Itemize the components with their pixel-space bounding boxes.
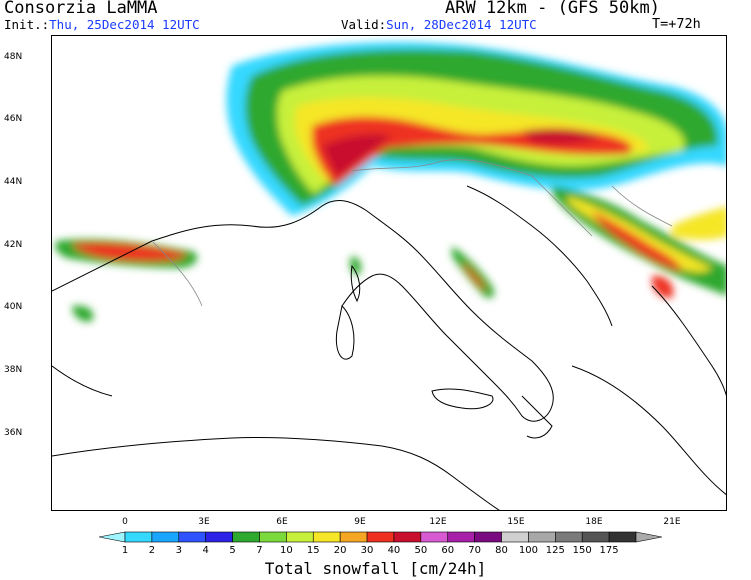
colorbar-box — [205, 531, 233, 543]
init-value: Thu, 25Dec2014 12UTC — [49, 17, 200, 32]
colorbar-box — [581, 531, 610, 543]
colorbar-box — [232, 531, 260, 543]
colorbar-level-label: 100 — [518, 545, 538, 556]
colorbar-box — [555, 531, 583, 543]
colorbar-box — [259, 531, 287, 543]
snowfall-map-canvas — [52, 42, 726, 510]
lat-label: 40N — [4, 302, 23, 312]
colorbar-level-label: 80 — [495, 545, 508, 556]
valid-value: Sun, 28Dec2014 12UTC — [386, 17, 537, 32]
colorbar-box — [501, 531, 529, 543]
lat-label: 36N — [4, 428, 23, 438]
lon-label: 12E — [429, 517, 447, 527]
colorbar-level-label: 40 — [387, 545, 401, 556]
lon-label: 15E — [507, 517, 525, 527]
colorbar-level-label: 2 — [148, 545, 156, 556]
model-title: ARW 12km - (GFS 50km) — [445, 0, 660, 18]
colorbar-box — [178, 531, 206, 543]
colorbar-box — [366, 531, 395, 543]
colorbar-level-label: 4 — [202, 545, 209, 556]
init-time: Init.:Thu, 25Dec2014 12UTC — [4, 17, 200, 32]
producer-title: Consorzia LaMMA — [4, 0, 158, 18]
colorbar-level-label: 15 — [306, 545, 320, 556]
coastlines — [52, 185, 726, 510]
valid-time: Valid:Sun, 28Dec2014 12UTC — [341, 17, 537, 32]
colorbar-title: Total snowfall [cm/24h] — [264, 559, 487, 578]
colorbar-box — [393, 531, 422, 543]
valid-label: Valid: — [341, 17, 387, 32]
colorbar-level-label: 5 — [229, 545, 236, 556]
lon-label: 3E — [198, 517, 210, 527]
borders — [151, 159, 673, 307]
colorbar-level-label: 150 — [572, 545, 592, 556]
snowfall-map — [51, 35, 727, 511]
lon-label: 0 — [122, 517, 128, 527]
colorbar-level-label: 70 — [468, 545, 481, 556]
lat-label: 44N — [4, 177, 23, 187]
lon-label: 9E — [354, 517, 366, 527]
colorbar-box — [420, 531, 449, 543]
colorbar-box — [528, 531, 556, 543]
lat-label: 48N — [4, 52, 23, 62]
forecast-step: T=+72h — [652, 16, 701, 32]
colorbar-level-label: 20 — [333, 545, 347, 556]
colorbar-level-label: 30 — [360, 545, 374, 556]
colorbar-under-arrow — [98, 531, 126, 543]
colorbar-level-label: 1 — [121, 545, 129, 556]
lon-label: 6E — [276, 517, 288, 527]
colorbar-level-label: 60 — [441, 545, 455, 556]
colorbar-over-arrow — [635, 531, 663, 543]
colorbar-box — [124, 531, 153, 543]
colorbar-box — [447, 531, 475, 543]
colorbar-level-label: 10 — [279, 545, 293, 556]
colorbar-box — [608, 531, 637, 543]
colorbar-level-label: 175 — [599, 545, 619, 556]
lat-label: 38N — [4, 365, 23, 375]
colorbar-level-label: 7 — [256, 545, 263, 556]
colorbar-box — [312, 531, 341, 543]
colorbar-level-label: 3 — [175, 545, 182, 556]
lat-label: 42N — [4, 240, 23, 250]
snowfall-field — [55, 42, 726, 322]
lon-label: 18E — [585, 517, 603, 527]
lon-label: 21E — [663, 517, 681, 527]
colorbar-box — [339, 531, 368, 543]
colorbar-box — [474, 531, 502, 543]
lat-label: 46N — [4, 114, 23, 124]
colorbar-box — [286, 531, 314, 543]
colorbar-level-label: 50 — [414, 545, 428, 556]
colorbar-box — [151, 531, 180, 543]
colorbar-level-label: 125 — [545, 545, 565, 556]
init-label: Init.: — [4, 17, 50, 32]
